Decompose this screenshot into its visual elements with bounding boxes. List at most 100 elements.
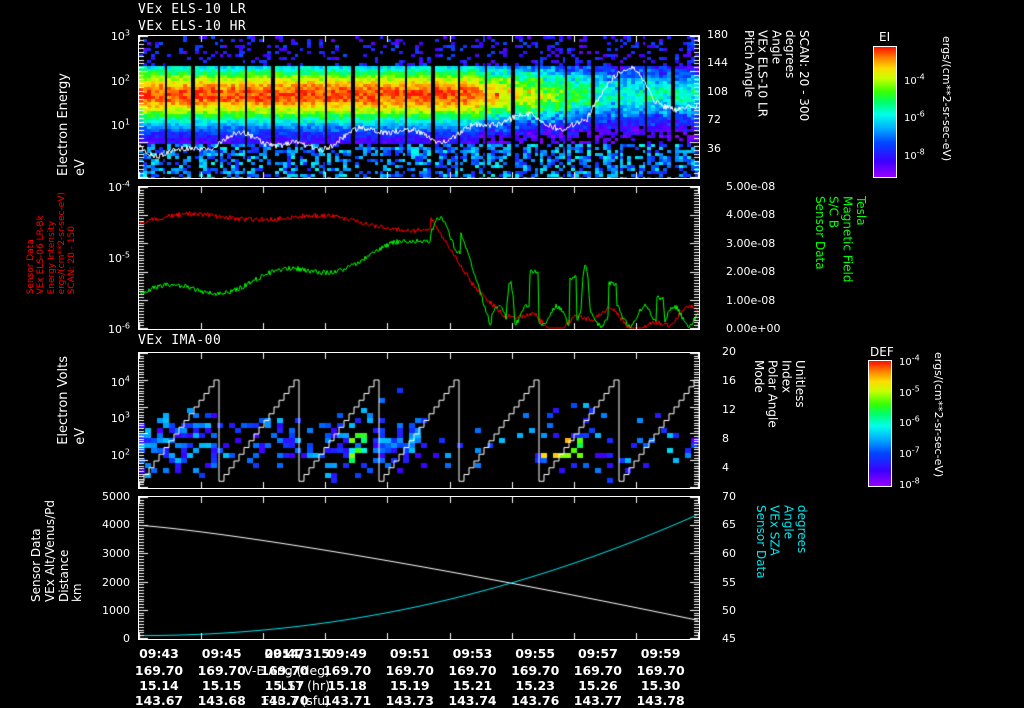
bottom-cell-2-4: 15.19 bbox=[390, 678, 430, 693]
panel1-left-axis-label-line2: eV bbox=[72, 159, 88, 176]
panel2-left-axis-label-line5: SCAN: 20 - 150 bbox=[67, 226, 78, 295]
panel1-right-axis-label: Pitch Angle VEx ELS-10 LR Angle degrees … bbox=[741, 30, 811, 122]
panel4-left-tick-2: 3000 bbox=[102, 547, 130, 560]
bottom-cell-2-2: 15.17 bbox=[264, 678, 305, 693]
panel2-right-tick-3: 2.00e-08 bbox=[726, 265, 776, 278]
panel1-right-tick-2: 108 bbox=[707, 85, 728, 98]
panel2-left-tick-2: 10-6 bbox=[108, 321, 130, 336]
panel2-left-tick-0: 10-4 bbox=[108, 179, 130, 194]
panel1-right-tick-4: 36 bbox=[707, 142, 721, 155]
colorbar2-title: DEF bbox=[870, 345, 894, 359]
panel4-right-tick-0: 70 bbox=[722, 490, 736, 503]
panel3-right-tick-2: 12 bbox=[722, 403, 736, 416]
bottom-cell-2-6: 15.23 bbox=[515, 678, 555, 693]
bottom-row-label-2: LST (hr) bbox=[280, 678, 330, 693]
panel2-right-tick-1: 4.00e-08 bbox=[726, 208, 776, 221]
bottom-cell-2-1: 15.15 bbox=[201, 678, 242, 693]
panel4-right-tick-5: 45 bbox=[722, 632, 736, 645]
panel4-left-tick-4: 1000 bbox=[102, 604, 130, 617]
panel3-right-axis-label: Mode Polar Angle Index Unitless bbox=[751, 360, 808, 428]
panel3-title-1: VEx IMA-00 bbox=[138, 333, 222, 348]
panel2-plot-area bbox=[138, 186, 700, 330]
panel4-left-tick-5: 0 bbox=[123, 632, 130, 645]
panel4-right-axis-label: Sensor Data VEx SZA Angle degrees bbox=[753, 505, 810, 579]
bottom-cell-1-8: 169.70 bbox=[636, 663, 685, 678]
panel4-left-tick-3: 2000 bbox=[102, 576, 130, 589]
panel2-right-axis-label-line1: Sensor Data bbox=[812, 196, 827, 270]
panel1-left-tick-0: 103 bbox=[78, 28, 130, 43]
bottom-cell-3-7: 143.77 bbox=[573, 693, 623, 708]
colorbar2-tick-3: 10-7 bbox=[899, 446, 920, 461]
panel1-title-1: VEx ELS-10 LR bbox=[138, 2, 247, 17]
panel4-right-tick-1: 65 bbox=[722, 518, 736, 531]
panel2-left-tick-1: 10-5 bbox=[108, 250, 130, 265]
panel3-left-tick-2: 102 bbox=[110, 447, 130, 462]
bottom-cell-3-6: 143.76 bbox=[511, 693, 560, 708]
bottom-cell-2-3: 15.18 bbox=[327, 678, 367, 693]
bottom-cell-1-6: 169.70 bbox=[511, 663, 560, 678]
panel1-right-axis-label-line2: VEx ELS-10 LR bbox=[755, 30, 770, 118]
bottom-cell-2-0: 15.14 bbox=[139, 678, 179, 693]
panel2-left-axis-label: Sensor Data VEx ELS-06 LR-Bk Energy Inte… bbox=[26, 192, 78, 294]
bottom-row-label-1: V-E Ang (deg) bbox=[244, 663, 330, 678]
bottom-row-label-0: 2014/315 bbox=[264, 646, 330, 661]
bottom-cell-3-3: 143.71 bbox=[322, 693, 372, 708]
panel1-left-tick-2-text: 101 bbox=[110, 117, 130, 132]
panel3-right-axis-label-line1: Mode bbox=[751, 360, 766, 393]
panel4-right-axis-label-line4: degrees bbox=[795, 505, 810, 554]
bottom-cell-2-8: 15.30 bbox=[640, 678, 681, 693]
colorbar1-tick-0: 10-4 bbox=[904, 73, 925, 88]
panel2-left-axis-label-line1: Sensor Data bbox=[26, 239, 36, 295]
bottom-cell-0-1: 09:45 bbox=[201, 646, 242, 661]
bottom-cell-0-8: 09:59 bbox=[640, 646, 681, 661]
panel3-right-tick-1: 16 bbox=[722, 374, 736, 387]
panel4-left-tick-0: 5000 bbox=[102, 490, 130, 503]
bottom-cell-3-8: 143.78 bbox=[636, 693, 685, 708]
bottom-cell-3-0: 143.67 bbox=[134, 693, 184, 708]
colorbar1-tick-1: 10-6 bbox=[904, 110, 925, 125]
bottom-cell-0-7: 09:57 bbox=[577, 646, 618, 661]
panel1-title-2: VEx ELS-10 HR bbox=[138, 19, 247, 34]
bottom-cell-0-5: 09:53 bbox=[452, 646, 493, 661]
bottom-cell-1-5: 169.70 bbox=[448, 663, 497, 678]
panel3-left-tick-1: 103 bbox=[110, 410, 130, 425]
colorbar1-unit: ergs/(cm**2-sr-sec-eV) bbox=[940, 36, 953, 162]
panel2-right-tick-4: 1.00e-08 bbox=[726, 294, 776, 307]
panel1-left-tick-1-text: 102 bbox=[110, 73, 130, 88]
panel3-left-axis-label: Electron Volts eV bbox=[56, 356, 89, 445]
panel3-left-axis-label-line2: eV bbox=[72, 427, 88, 445]
panel4-right-axis-label-line2: VEx SZA bbox=[767, 505, 782, 556]
panel2-left-axis-label-line4: ergs/(cm**2-sr-sec-eV) bbox=[57, 192, 68, 295]
panel2-right-axis-label-line3: Magnetic Field bbox=[840, 196, 855, 283]
panel1-right-tick-3: 72 bbox=[707, 113, 721, 126]
bottom-cell-0-2: 09:47 bbox=[264, 646, 305, 661]
panel1-right-axis-label-line1: Pitch Angle bbox=[741, 30, 756, 98]
panel2-left-axis-label-line2: VEx ELS-06 LR-Bk bbox=[36, 215, 47, 295]
bottom-cell-3-2: 143.70 bbox=[260, 693, 309, 708]
colorbar1-title: EI bbox=[879, 30, 891, 44]
panel2-right-tick-2: 3.00e-08 bbox=[726, 237, 776, 250]
colorbar1 bbox=[873, 46, 897, 178]
panel1-right-axis-label-line4: degrees bbox=[783, 30, 798, 79]
bottom-cell-0-6: 09:55 bbox=[515, 646, 556, 661]
colorbar2-tick-2: 10-6 bbox=[899, 415, 920, 430]
bottom-cell-0-4: 09:51 bbox=[389, 646, 430, 661]
panel4-left-axis-label-line2: VEx Alt/Venus/Pd bbox=[42, 500, 57, 603]
colorbar2-unit: ergs/(cm**2-sr-sec-eV) bbox=[932, 352, 945, 478]
panel2-right-axis-label: Sensor Data S/C B Magnetic Field Tesla bbox=[812, 196, 868, 283]
panel1-left-axis-label: Electron Energy eV bbox=[56, 38, 89, 176]
bottom-cell-1-2: 169.70 bbox=[260, 663, 309, 678]
panel1-left-tick-2: 101 bbox=[78, 117, 130, 132]
panel1-left-axis-label-line1: Electron Energy bbox=[56, 73, 71, 176]
panel3-right-axis-label-line3: Index bbox=[779, 360, 794, 394]
bottom-cell-3-4: 143.73 bbox=[385, 693, 434, 708]
panel1-right-tick-0: 180 bbox=[707, 28, 728, 41]
panel3-right-tick-4: 4 bbox=[722, 461, 729, 474]
panel1-plot-area bbox=[138, 35, 700, 179]
colorbar2 bbox=[868, 360, 892, 487]
panel1-right-axis-label-line5: SCAN: 20 - 300 bbox=[796, 30, 811, 122]
panel3-right-axis-label-line4: Unitless bbox=[793, 360, 808, 408]
panel4-right-tick-4: 50 bbox=[722, 604, 736, 617]
panel2-right-axis-label-line2: S/C B bbox=[826, 196, 841, 229]
panel3-right-tick-0: 20 bbox=[722, 345, 736, 358]
